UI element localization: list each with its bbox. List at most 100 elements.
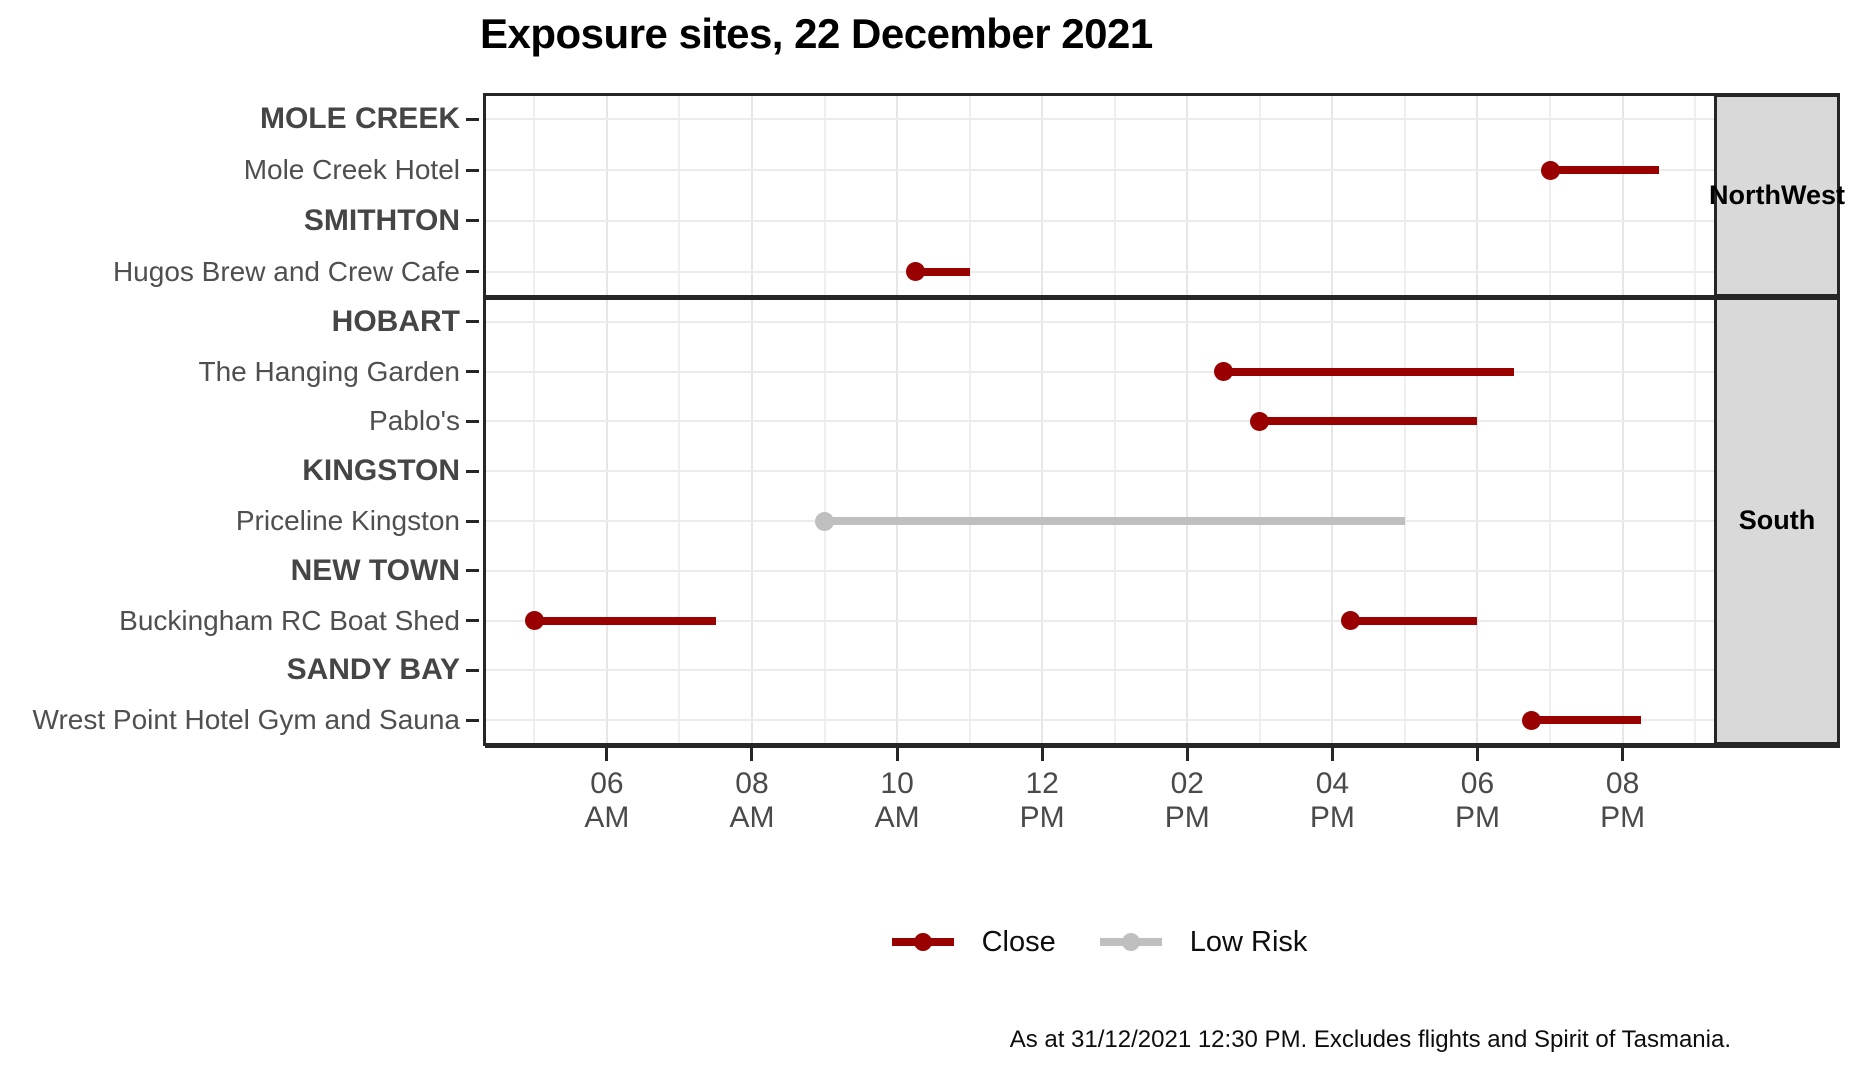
- gridline-vertical: [1186, 94, 1189, 745]
- exposure-bar-segment: [1531, 716, 1641, 725]
- x-tick-label: 04 PM: [1309, 767, 1355, 834]
- y-axis-tick: [466, 270, 479, 274]
- y-axis-tick: [466, 619, 479, 623]
- row-label-city: SANDY BAY: [286, 653, 460, 687]
- y-axis-tick: [466, 117, 479, 121]
- row-label-city: HOBART: [331, 304, 460, 338]
- legend-key-icon: [891, 932, 954, 952]
- gridline-horizontal: [485, 719, 1714, 722]
- gridline-vertical: [1621, 94, 1624, 745]
- x-axis-tick: [1621, 748, 1625, 761]
- x-tick-label: 08 AM: [729, 767, 775, 834]
- row-label-site: Pablo's: [369, 405, 460, 437]
- exposure-bar-segment: [1223, 367, 1514, 376]
- legend-label: Close: [981, 925, 1056, 958]
- exposure-bar-start-dot: [1250, 411, 1270, 431]
- gridline-horizontal: [485, 169, 1714, 172]
- row-label-site: The Hanging Garden: [198, 355, 460, 387]
- gridline-horizontal: [485, 569, 1714, 572]
- legend-key-icon: [1099, 932, 1162, 952]
- y-axis-tick: [466, 469, 479, 473]
- y-axis-tick: [466, 569, 479, 573]
- y-axis-tick: [466, 168, 479, 172]
- y-axis-tick: [466, 519, 479, 523]
- exposure-bar-segment: [915, 267, 970, 276]
- legend-label: Low Risk: [1189, 925, 1308, 958]
- gridline-horizontal: [485, 118, 1714, 121]
- gridline-vertical: [823, 94, 826, 745]
- facet-divider-line: [485, 295, 1840, 300]
- exposure-bar-start-dot: [1522, 710, 1542, 730]
- exposure-bar-start-dot: [1540, 160, 1560, 180]
- exposure-bar-start-dot: [815, 511, 835, 531]
- gridline-vertical: [896, 94, 899, 745]
- exposure-bar-segment: [1350, 616, 1478, 625]
- row-label-site: Mole Creek Hotel: [243, 154, 460, 186]
- exposure-bar-segment: [534, 616, 716, 625]
- gridline-vertical: [533, 94, 536, 745]
- panel-border-top: [485, 93, 1840, 96]
- exposure-bar-start-dot: [1341, 611, 1361, 631]
- exposure-bar-segment: [1550, 166, 1659, 175]
- gridline-horizontal: [485, 320, 1714, 323]
- row-label-site: Wrest Point Hotel Gym and Sauna: [32, 704, 460, 736]
- row-label-site: Priceline Kingston: [235, 505, 460, 536]
- gridline-vertical: [678, 94, 681, 745]
- exposure-bar-segment: [1259, 417, 1478, 426]
- y-axis-tick: [466, 370, 479, 374]
- legend-item-close: Close: [891, 925, 1056, 959]
- gridline-horizontal: [485, 370, 1714, 373]
- exposure-bar-start-dot: [524, 611, 544, 631]
- x-axis-tick: [1185, 748, 1189, 761]
- x-axis-tick: [895, 748, 899, 761]
- gridline-vertical: [1113, 94, 1116, 745]
- y-axis-tick: [466, 219, 479, 223]
- gridline-vertical: [1549, 94, 1552, 745]
- gridline-horizontal: [485, 619, 1714, 622]
- x-axis-tick: [1330, 748, 1334, 761]
- y-axis-tick: [466, 419, 479, 423]
- gridline-vertical: [605, 94, 608, 745]
- x-axis-tick: [750, 748, 754, 761]
- y-axis-line: [483, 93, 486, 746]
- exposure-bar-segment: [824, 517, 1405, 525]
- gridline-vertical: [968, 94, 971, 745]
- exposure-bar-start-dot: [905, 262, 925, 282]
- x-axis-line: [485, 743, 1840, 748]
- gridline-horizontal: [485, 470, 1714, 473]
- y-axis-tick: [466, 718, 479, 722]
- row-label-city: SMITHTON: [303, 203, 460, 237]
- x-axis-tick: [605, 748, 609, 761]
- exposure-bar-start-dot: [1214, 362, 1234, 382]
- legend-item-low-risk: Low Risk: [1099, 925, 1308, 959]
- gridline-horizontal: [485, 669, 1714, 672]
- row-label-site: Hugos Brew and Crew Cafe: [112, 255, 460, 287]
- gridline-vertical: [1694, 94, 1697, 745]
- row-label-city: NEW TOWN: [290, 553, 460, 587]
- y-axis-tick: [466, 668, 479, 672]
- caption-text: As at 31/12/2021 12:30 PM. Excludes flig…: [1009, 1026, 1731, 1053]
- x-axis-tick: [1040, 748, 1044, 761]
- x-axis-tick: [1475, 748, 1479, 761]
- row-label-site: Buckingham RC Boat Shed: [119, 604, 460, 636]
- facet-strip-north-west: North West: [1709, 94, 1845, 297]
- y-axis-tick: [466, 320, 479, 324]
- gridline-vertical: [1476, 94, 1479, 745]
- x-tick-label: 10 AM: [874, 767, 920, 834]
- chart-title: Exposure sites, 22 December 2021: [480, 10, 1153, 57]
- gridline-vertical: [750, 94, 753, 745]
- x-tick-label: 02 PM: [1164, 767, 1210, 834]
- x-tick-label: 06 PM: [1454, 767, 1500, 834]
- gridline-horizontal: [485, 420, 1714, 423]
- x-tick-label: 12 PM: [1019, 767, 1065, 834]
- gridline-vertical: [1041, 94, 1044, 745]
- x-tick-label: 08 PM: [1600, 767, 1646, 834]
- gridline-horizontal: [485, 270, 1714, 273]
- row-label-city: MOLE CREEK: [259, 102, 460, 136]
- gridline-horizontal: [485, 219, 1714, 222]
- legend: Close Low Risk: [485, 920, 1714, 964]
- facet-strip-south: South: [1714, 297, 1840, 745]
- row-label-city: KINGSTON: [302, 454, 460, 488]
